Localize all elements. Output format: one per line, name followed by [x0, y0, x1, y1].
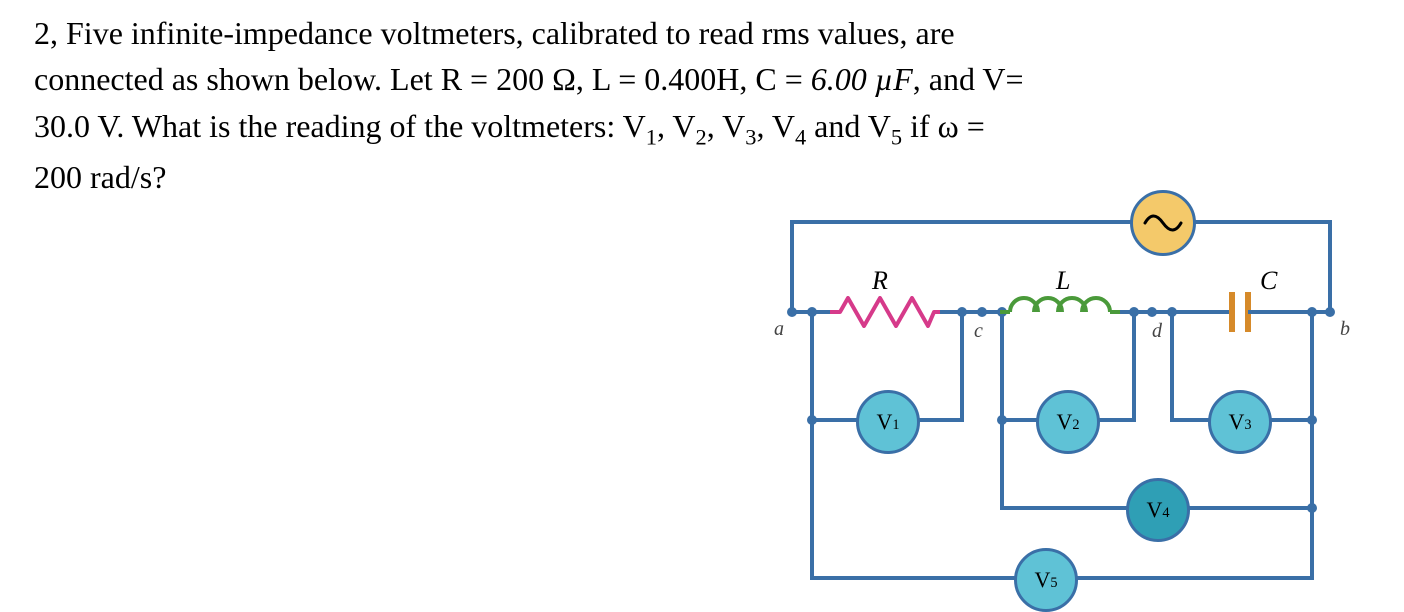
v5-drop-left [810, 420, 814, 578]
v4-label: V [1146, 497, 1162, 523]
problem-text-l3-end: if ω = [902, 108, 985, 144]
ac-source-icon [1130, 190, 1196, 256]
v3-sub: 3 [1244, 417, 1251, 434]
C-value: 6.00 µF [811, 61, 913, 97]
problem-text-l2d: , and V= [913, 61, 1024, 97]
voltmeter-v2: V2 [1036, 390, 1100, 454]
voltmeter-v5: V5 [1014, 548, 1078, 612]
omega-value: 200 rad/s? [34, 159, 166, 195]
v1-tap-left [807, 307, 817, 317]
L-label: L [1056, 266, 1070, 296]
node-a-label: a [774, 318, 784, 341]
v5-drop-right [1310, 508, 1314, 578]
comma2: , V [707, 108, 746, 144]
v3-tap-right [1307, 307, 1317, 317]
sub5: 5 [891, 124, 902, 149]
v3-drop-right [1310, 312, 1314, 420]
v5-tap-left [807, 415, 817, 425]
sub4: 4 [795, 124, 806, 149]
node-d-dot [1147, 307, 1157, 317]
v5-label: V [1034, 567, 1050, 593]
C-label: C [1260, 266, 1277, 296]
node-d-label: d [1152, 320, 1162, 343]
v5-sub: 5 [1050, 575, 1057, 592]
problem-text-l3: . What is the reading of the voltmeters:… [116, 108, 645, 144]
circuit-diagram: R L C a c d b V1 V2 [760, 200, 1380, 580]
v1-drop-left [810, 312, 814, 420]
resistor-icon [830, 296, 940, 333]
v2-label: V [1056, 409, 1072, 435]
node-b-dot [1325, 307, 1335, 317]
inductor-icon [1000, 294, 1120, 335]
v1-label: V [876, 409, 892, 435]
v3-arm-left [1170, 418, 1212, 422]
comma1: , V [657, 108, 696, 144]
v1-arm-left [810, 418, 860, 422]
problem-text-l1: Five infinite-impedance voltmeters, cali… [66, 15, 955, 51]
wire-top-right [1190, 220, 1330, 224]
v4-sub: 4 [1162, 505, 1169, 522]
v4-arm-right [1185, 506, 1314, 510]
v2-sub: 2 [1072, 417, 1079, 434]
and-text: and V [806, 108, 891, 144]
wire-elem-b [1280, 310, 1330, 314]
v5-tap-right [1307, 503, 1317, 513]
problem-statement: 2, Five infinite-impedance voltmeters, c… [34, 10, 1374, 200]
problem-text-l2b: , L = [576, 61, 644, 97]
node-a-dot [787, 307, 797, 317]
node-c-dot [977, 307, 987, 317]
v4-arm-left [1000, 506, 1128, 510]
sub3: 3 [745, 124, 756, 149]
wire-top-left [790, 220, 1160, 224]
wire-right-drop [1328, 220, 1332, 312]
v5-arm-right [1073, 576, 1314, 580]
v3-tap-left [1167, 307, 1177, 317]
v1-sub: 1 [892, 417, 899, 434]
v3-label: V [1228, 409, 1244, 435]
R-value: 200 Ω [496, 61, 576, 97]
v2-drop-right [1132, 312, 1136, 420]
v1-drop-right [960, 312, 964, 420]
node-c-label: c [974, 320, 983, 343]
v4-tap-right [1307, 415, 1317, 425]
comma3: , V [756, 108, 795, 144]
v4-tap-left [997, 415, 1007, 425]
node-b-label: b [1340, 318, 1350, 341]
voltmeter-v1: V1 [856, 390, 920, 454]
sub1: 1 [646, 124, 657, 149]
v3-drop-left [1170, 312, 1174, 420]
problem-text-l2c: , C = [739, 61, 810, 97]
v1-tap-right [957, 307, 967, 317]
L-value: 0.400H [644, 61, 739, 97]
wire-left-drop [790, 220, 794, 312]
sub2: 2 [696, 124, 707, 149]
problem-number: 2, [34, 15, 58, 51]
problem-text-l2a: connected as shown below. Let R = [34, 61, 496, 97]
R-label: R [872, 266, 888, 296]
v2-tap-right [1129, 307, 1139, 317]
V-value: 30.0 V [34, 108, 116, 144]
v2-arm-right [1095, 418, 1136, 422]
wire-elem-c-in [940, 310, 1000, 314]
v4-drop-right [1310, 420, 1314, 508]
v5-arm-left [810, 576, 1016, 580]
v1-arm-right [915, 418, 964, 422]
v4-drop-left [1000, 420, 1004, 508]
voltmeter-v4: V4 [1126, 478, 1190, 542]
voltmeter-v3: V3 [1208, 390, 1272, 454]
